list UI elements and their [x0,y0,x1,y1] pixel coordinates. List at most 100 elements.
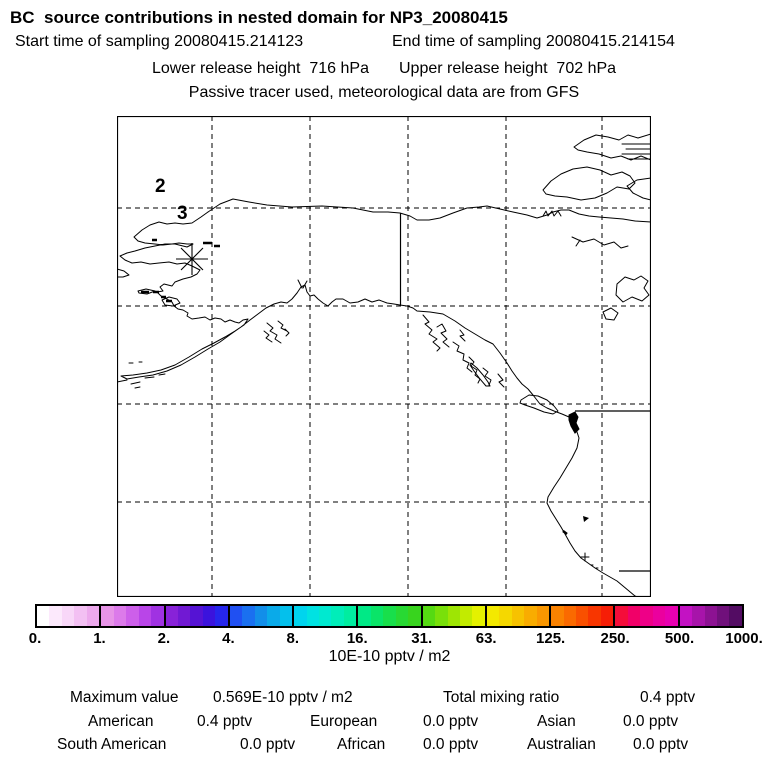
start-time-text: Start time of sampling 20080415.214123 [15,33,304,50]
colorbar-cell [600,606,614,626]
region-australian-label: Australian [527,736,596,753]
colorbar-cell [551,606,564,626]
page-title: BC source contributions in nested domain… [10,8,508,27]
colorbar-cell [588,606,601,626]
colorbar-tick-8: 8. [286,630,300,647]
colorbar-cell [74,606,87,626]
amundsen-coast [571,236,629,249]
region-african-value: 0.0 pptv [423,736,479,753]
colorbar-cell [101,606,114,626]
colorbar-tick-250: 250. [600,630,630,647]
region-american-value: 0.4 pptv [197,713,253,730]
end-time-text: End time of sampling 20080415.214154 [392,33,675,50]
colorbar-cell [408,606,421,626]
colorbar-unit-label: 10E-10 pptv / m2 [328,648,451,665]
colorbar-cell [190,606,203,626]
colorbar-cell [370,606,384,626]
region-australian-value: 0.0 pptv [633,736,689,753]
colorbar-segment-3 [227,606,293,626]
great-bear-lake [602,275,650,321]
colorbar-tick-labels: 0. 1. 2. 4. 8. 16. 31. 63. 125. 250. 500. 1000. [29,630,763,648]
region-american-label: American [88,713,154,730]
colorbar-cell [294,606,307,626]
colorbar-cell [126,606,139,626]
lower-release-text: Lower release height 716 hPa [151,60,369,77]
vancouver-island [519,394,559,415]
colorbar-tick-125: 125. [536,630,566,647]
colorbar-cell [472,606,485,626]
colorbar-cell [486,606,500,626]
kodiak-islands [263,320,290,344]
colorbar-tick-2: 2. [157,630,171,647]
colorbar-segment-7 [484,606,550,626]
colorbar-cell [536,606,550,626]
colorbar-segment-5 [356,606,421,626]
aleutian-islets [117,373,166,389]
colorbar-tick-63: 63. [475,630,497,647]
region-south-american-label: South American [57,736,167,753]
region-european-value: 0.0 pptv [423,713,479,730]
colorbar-cell [459,606,473,626]
nunivak-island [161,296,181,307]
colorbar-cell [165,606,178,626]
puget-sound-blob [568,411,580,434]
release-height-row: Lower release height 716 hPa Upper relea… [0,60,768,78]
colorbar-cell [704,606,718,626]
colorbar-cell [692,606,705,626]
map-panel: 2 3 [117,116,651,597]
colorbar-cell [254,606,268,626]
colorbar-segment-1 [99,606,164,626]
colorbar-segment-8 [549,606,614,626]
region-asian-value: 0.0 pptv [623,713,679,730]
cape-arrow-mark [583,516,589,522]
colorbar-cell [86,606,100,626]
colorbar-tick-1000: 1000. [725,630,763,647]
colorbar-cell [729,606,742,626]
colorbar-cell [383,606,396,626]
map-svg: 2 3 [117,116,651,597]
dense-coast-marks [141,238,568,535]
colorbar-tick-1: 1. [93,630,106,647]
colorbar-cell [138,606,152,626]
colorbar-segment-2 [163,606,228,626]
region-south-american-value: 0.0 pptv [240,736,296,753]
colorbar-cell [717,606,730,626]
banks-island [573,133,651,161]
colorbar-cell [447,606,460,626]
colorbar-tick-31: 31. [411,630,433,647]
colorbar-cell [511,606,525,626]
coastlines [117,133,651,597]
colorbar-cell [318,606,332,626]
colorbar-cell [615,606,628,626]
cook-inlet-fork [297,279,308,289]
colorbar-cell [151,606,164,626]
max-value-number: 0.569E-10 pptv / m2 [213,689,353,706]
colorbar-tick-0: 0. [28,630,42,647]
colorbar-cell [177,606,191,626]
colorbar-cell [229,606,243,626]
colorbar-cell [358,606,371,626]
colorbar-cell [435,606,448,626]
colorbar-cell [652,606,666,626]
colorbar-cell [215,606,228,626]
region-asian-label: Asian [537,713,576,730]
colorbar-tick-16: 16. [346,630,368,647]
colorbar-segment-0 [37,606,100,626]
colorbar-cell [331,606,344,626]
colorbar-tick-500: 500. [664,630,695,647]
edge-land-right [626,177,651,201]
region-european-label: European [310,713,378,730]
colorbar-cell [202,606,216,626]
colorbar-cell [640,606,653,626]
colorbar-segment-10 [677,606,742,626]
banks-island-stripes [621,143,651,160]
region-african-label: African [337,736,386,753]
total-mixing-ratio-label: Total mixing ratio [443,689,560,706]
total-mixing-ratio-value: 0.4 pptv [640,689,696,706]
st-lawrence-island [137,288,156,295]
colorbar-cell [524,606,537,626]
max-value-label: Maximum value [70,689,179,706]
graticule-gridlines [117,116,651,597]
colorbar-cell [563,606,577,626]
colorbar-cell [343,606,357,626]
